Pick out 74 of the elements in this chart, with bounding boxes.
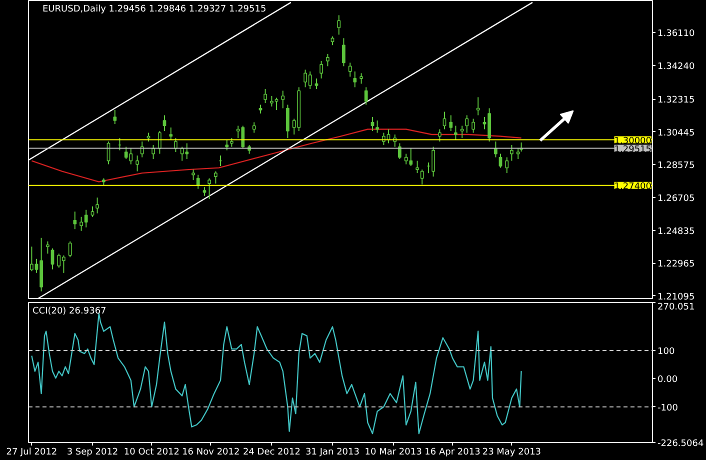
candlestick	[364, 86, 368, 106]
candlestick	[326, 53, 330, 67]
y-tick-label: 1.32315	[658, 96, 695, 106]
candlestick	[416, 160, 419, 174]
y-tick-label: 0.00	[658, 375, 678, 386]
candlestick	[113, 109, 117, 125]
y-tick-label: 1.21095	[658, 292, 695, 302]
candlestick	[208, 178, 211, 200]
y-tick-label: 1.36110	[658, 29, 695, 40]
candlestick	[225, 139, 229, 151]
candlestick	[196, 174, 200, 190]
x-tick-label: 23 May 2013	[482, 448, 542, 458]
candlestick	[348, 62, 352, 78]
y-tick-label: 1.22965	[658, 260, 695, 270]
x-tick-label: 10 Oct 2012	[124, 448, 180, 458]
candlestick	[192, 169, 195, 181]
candlestick	[398, 142, 402, 160]
candlestick	[314, 78, 318, 90]
x-tick-label: 24 Dec 2012	[242, 448, 300, 458]
candlestick	[465, 114, 469, 134]
ref-line-label: 1.29515	[614, 144, 652, 155]
candlestick	[252, 122, 256, 134]
y-tick-label: 1.24835	[658, 226, 695, 237]
candlestick	[353, 70, 357, 88]
x-tick-label: 3 Sep 2012	[66, 448, 118, 458]
candlestick	[214, 170, 218, 184]
candlestick	[96, 197, 99, 214]
candlestick	[438, 128, 442, 142]
candlestick	[73, 211, 77, 230]
y-tick-label: -100	[658, 403, 678, 414]
y-tick-label: 1.34240	[658, 62, 695, 72]
ref-line-label: 1.27400	[614, 182, 652, 192]
candlestick	[342, 38, 346, 67]
candlestick	[264, 88, 267, 104]
candlestick	[420, 169, 424, 185]
candlestick	[50, 248, 54, 270]
x-tick-label: 16 Nov 2012	[182, 448, 240, 458]
candlestick	[472, 118, 475, 134]
candlestick	[68, 240, 72, 258]
candlestick	[136, 155, 139, 172]
candlestick	[281, 90, 285, 109]
candlestick	[460, 125, 464, 139]
candlestick	[90, 206, 94, 218]
y-tick-label: 1.28575	[658, 161, 695, 172]
candlestick	[169, 127, 173, 140]
candlestick	[454, 125, 458, 140]
y-tick-label: 270.051	[658, 302, 695, 312]
candlestick	[360, 72, 363, 84]
text: CCI(20) 26.9367	[32, 306, 106, 316]
candlestick	[516, 148, 520, 160]
candlestick	[320, 60, 323, 79]
x-tick-label: 10 Mar 2013	[364, 448, 422, 458]
candlestick	[286, 104, 290, 139]
candlestick	[510, 144, 514, 162]
candlestick	[46, 240, 50, 254]
candlestick	[505, 156, 509, 174]
y-tick-label: 1.26705	[658, 194, 695, 204]
line-series	[31, 128, 522, 182]
x-tick-label: 16 Apr 2013	[424, 448, 480, 458]
candlestick	[449, 114, 453, 132]
candlestick	[162, 114, 166, 132]
x-tick-label: 31 Jan 2013	[306, 448, 360, 458]
y-tick-label: 100	[658, 346, 675, 357]
candlestick	[337, 14, 341, 36]
candlestick	[498, 153, 502, 168]
x-tick-label: 27 Jul 2012	[6, 448, 58, 458]
candlestick	[476, 96, 480, 116]
y-tick-label: 1.30445	[658, 128, 695, 138]
y-tick-label: -226.5064	[658, 439, 704, 449]
text: EURUSD,Daily 1.29456 1.29846 1.29327 1.29515	[42, 4, 266, 14]
ref-line-label: 1.30000	[614, 136, 652, 146]
candlestick	[158, 130, 162, 154]
candlestick	[376, 120, 379, 134]
candlestick	[174, 138, 178, 153]
